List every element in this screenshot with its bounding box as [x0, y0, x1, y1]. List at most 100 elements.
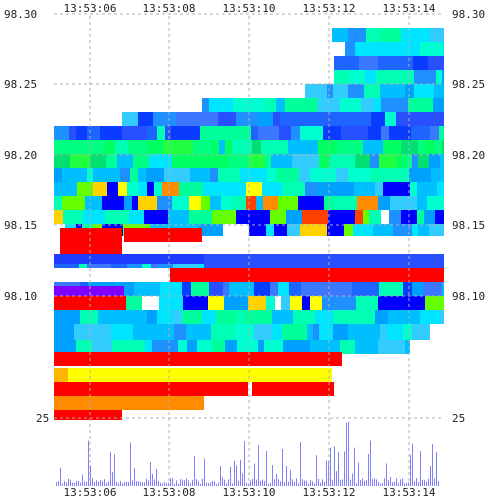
heat-cell	[442, 140, 444, 154]
heat-cell	[54, 210, 63, 224]
time-tick-top: 13:53:06	[64, 2, 117, 15]
heat-cell	[333, 324, 348, 340]
volume-bar	[194, 456, 195, 486]
heat-cell	[85, 196, 102, 210]
heat-cell	[197, 340, 212, 354]
volume-bar	[226, 483, 227, 486]
heat-cell	[429, 154, 440, 168]
volume-bar	[284, 482, 285, 486]
volume-bar	[134, 467, 135, 486]
heat-cell	[397, 154, 405, 168]
heat-cell	[157, 126, 165, 140]
heat-cell	[147, 310, 157, 324]
heat-cell	[319, 324, 333, 340]
heat-cell	[298, 196, 324, 210]
volume-bar	[172, 478, 173, 486]
volume-bar	[224, 479, 225, 486]
heat-cell	[92, 340, 112, 354]
heat-cell	[149, 154, 172, 168]
heat-cell	[223, 224, 249, 236]
heat-cell	[54, 410, 122, 420]
heat-cell	[327, 84, 333, 98]
volume-bar	[316, 455, 317, 486]
heat-cell	[54, 396, 204, 410]
heat-cell	[133, 154, 149, 168]
volume-bar	[118, 483, 119, 486]
heat-cell	[193, 140, 213, 154]
volume-bar	[332, 479, 333, 486]
heat-cell	[265, 154, 271, 168]
time-tick-bottom: 13:53:08	[143, 486, 196, 499]
heat-cell	[263, 196, 278, 210]
heat-cell	[54, 310, 80, 324]
heat-cell	[304, 98, 312, 112]
heat-cell	[369, 210, 381, 224]
heat-cell	[251, 126, 258, 140]
heat-cell	[356, 296, 378, 310]
heat-cell	[270, 210, 286, 224]
volume-bar	[158, 480, 159, 486]
heat-cell	[359, 28, 366, 42]
heat-cell	[152, 340, 178, 354]
heat-cell	[153, 112, 176, 126]
heatmap-area	[54, 28, 444, 420]
volume-bar	[66, 482, 67, 486]
heat-cell	[246, 196, 256, 210]
heat-cell	[381, 28, 401, 42]
volume-bar	[124, 482, 125, 486]
volume-bar	[422, 479, 423, 486]
heat-cell	[401, 28, 412, 42]
volume-bar	[170, 478, 171, 486]
volume-bar	[206, 482, 207, 486]
volume-bar	[214, 481, 215, 486]
heat-cell	[258, 340, 264, 354]
heat-cell	[147, 126, 157, 140]
heat-cell	[221, 196, 232, 210]
volume-bar	[222, 477, 223, 486]
heat-cell	[183, 296, 208, 310]
heat-cell	[318, 182, 340, 196]
heat-cell	[98, 310, 114, 324]
volume-bar	[346, 422, 347, 486]
heat-cell	[202, 98, 209, 112]
heat-cell	[305, 84, 327, 98]
heat-cell	[403, 282, 412, 296]
heat-cell	[440, 196, 444, 210]
heat-cell	[105, 210, 129, 224]
volume-bar	[176, 480, 177, 486]
volume-bar	[150, 462, 151, 486]
heat-cell	[162, 182, 179, 196]
volume-bar	[312, 481, 313, 486]
price-tick-left: 98.15	[4, 219, 37, 232]
heat-cell	[79, 140, 104, 154]
time-tick-top: 13:53:10	[223, 2, 276, 15]
volume-bar	[106, 483, 107, 486]
heat-cell	[216, 154, 228, 168]
heat-cell	[182, 282, 191, 296]
price-tick-right: 98.15	[452, 219, 485, 232]
heat-cell	[203, 182, 220, 196]
volume-bar	[424, 480, 425, 486]
heat-cell	[327, 112, 344, 126]
volume-bar	[354, 447, 355, 486]
heat-cell	[187, 340, 197, 354]
volume-bar	[156, 469, 157, 486]
volume-bar	[384, 478, 385, 486]
heat-cell	[430, 28, 437, 42]
volume-bar	[256, 479, 257, 486]
volume-bar	[340, 479, 341, 486]
heat-cell	[439, 126, 444, 140]
volume-bar	[186, 478, 187, 486]
heat-cell	[83, 210, 105, 224]
heat-cell	[440, 154, 444, 168]
volume-bar	[414, 481, 415, 486]
heat-cell	[300, 126, 323, 140]
volume-bar	[184, 480, 185, 486]
heat-cell	[201, 196, 210, 210]
volume-bar	[114, 454, 115, 486]
heat-cell	[118, 182, 127, 196]
heat-cell	[355, 340, 378, 354]
heat-cell	[332, 28, 348, 42]
heat-cell	[376, 70, 387, 84]
heat-cell	[153, 324, 174, 340]
